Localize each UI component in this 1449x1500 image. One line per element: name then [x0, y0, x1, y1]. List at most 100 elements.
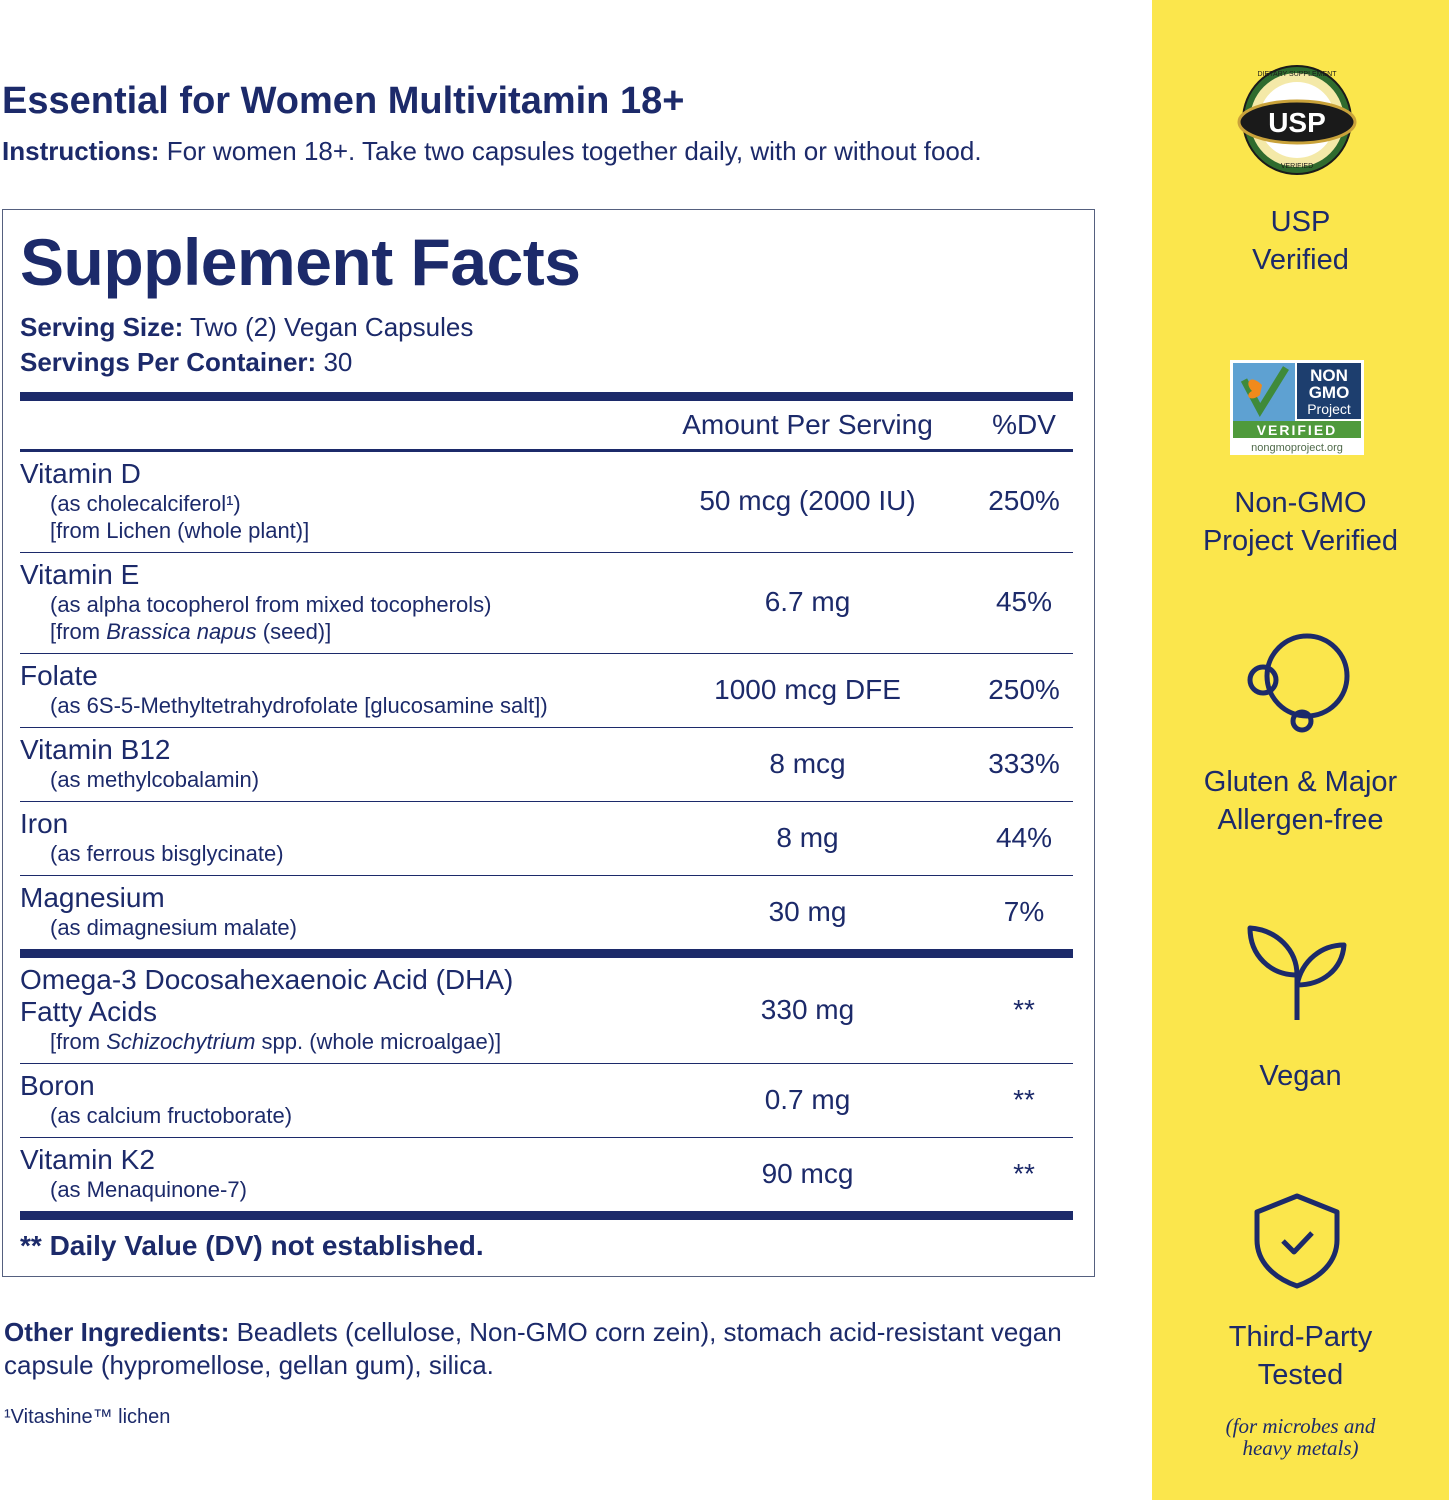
other-ingredients: Other Ingredients: Beadlets (cellulose, …	[4, 1316, 1114, 1382]
badge-label-line: Allergen-free	[1217, 804, 1384, 836]
usp-seal: DIETARY SUPPLEMENT USP VERIFIED	[1237, 65, 1357, 175]
daily-value: 250%	[988, 673, 1060, 705]
amount: 1000 mcg DFE	[714, 673, 901, 705]
nutrient-row: Vitamin K2 (as Menaquinone-7) 90 mcg **	[20, 1138, 1073, 1211]
non-gmo-logo: NON GMO Project VERIFIED nongmoproject.o…	[1230, 360, 1364, 455]
badge-note-line: heavy metals)	[1242, 1436, 1359, 1460]
facts-title: Supplement Facts	[20, 225, 581, 299]
badge-label-line: Tested	[1257, 1359, 1344, 1391]
supplement-facts: Supplement Facts Serving Size: Two (2) V…	[2, 209, 1095, 1277]
nutrient-cell: Vitamin K2 (as Menaquinone-7)	[20, 1144, 640, 1203]
nutrient-name: Boron	[20, 1070, 95, 1101]
detail-text: (as dimagnesium malate)	[50, 915, 297, 940]
detail-text: (seed)]	[256, 619, 332, 644]
detail-text: (as cholecalciferol¹)	[50, 491, 241, 516]
nutrient-detail: (as cholecalciferol¹)	[20, 490, 640, 517]
badge-label-line: Project Verified	[1202, 525, 1399, 557]
badge-icons: DIETARY SUPPLEMENT USP VERIFIED NON GMO …	[1230, 65, 1364, 1289]
instructions-text: For women 18+. Take two capsules togethe…	[166, 136, 982, 166]
nutrient-detail: [from Lichen (whole plant)]	[20, 517, 640, 544]
nutrient-row: Omega-3 Docosahexaenoic Acid (DHA) Fatty …	[20, 958, 1073, 1064]
nutrient-detail: (as ferrous bisglycinate)	[20, 840, 640, 867]
non-gmo-text: GMO	[1309, 383, 1350, 402]
detail-text: (as calcium fructoborate)	[50, 1103, 293, 1128]
badge-note-line: (for microbes and	[1225, 1414, 1376, 1438]
nutrient-cell: Vitamin E (as alpha tocopherol from mixed…	[20, 559, 640, 645]
non-gmo-text: VERIFIED	[1257, 422, 1338, 438]
detail-text: [from	[50, 619, 107, 644]
badge-note: (for microbes and heavy metals)	[1152, 1415, 1449, 1459]
nutrient-cell: Magnesium (as dimagnesium malate)	[20, 882, 640, 941]
nutrient-row: Vitamin D (as cholecalciferol¹) [from Lich…	[20, 452, 1073, 553]
allergen-icon	[1247, 633, 1350, 733]
nutrient-detail: (as alpha tocopherol from mixed tocopher…	[20, 591, 640, 618]
badge-label-line: Vegan	[1259, 1060, 1342, 1092]
note: ¹Vitashine™ lichen	[4, 1406, 171, 1428]
nutrient-name: Iron	[20, 808, 69, 839]
badge-label: USP Verified	[1152, 203, 1449, 279]
amount: 6.7 mg	[764, 586, 851, 617]
usp-ring-text: VERIFIED	[1281, 163, 1313, 170]
nutrient-name: Folate	[20, 660, 98, 691]
non-gmo-text: nongmoproject.org	[1251, 442, 1343, 454]
amount: 330 mg	[760, 993, 855, 1025]
detail-text: Schizochytrium	[106, 1029, 256, 1054]
product-title: Essential for Women Multivitamin 18+	[2, 80, 685, 122]
nutrient-detail: [from Schizochytrium spp. (whole microal…	[20, 1028, 640, 1055]
nutrient-row: Vitamin B12 (as methylcobalamin) 8 mcg 333%	[20, 728, 1073, 802]
instructions: Instructions: For women 18+. Take two ca…	[2, 136, 982, 167]
nutrient-cell: Boron (as calcium fructoborate)	[20, 1070, 640, 1129]
badge-label: Gluten & Major Allergen-free	[1152, 763, 1449, 839]
amount: 8 mcg	[769, 747, 846, 779]
daily-value: **	[1013, 1157, 1035, 1189]
badge-label-line: Verified	[1252, 244, 1349, 276]
instructions-label: Instructions:	[2, 136, 160, 166]
daily-value: 333%	[988, 747, 1060, 779]
badge-label-line: Gluten & Major	[1203, 766, 1398, 798]
daily-value: 45%	[995, 586, 1053, 617]
amount: 8 mg	[776, 821, 839, 853]
detail-text: [from	[50, 1029, 107, 1054]
nutrient-row: Iron (as ferrous bisglycinate) 8 mg 44%	[20, 802, 1073, 876]
nutrient-detail: (as calcium fructoborate)	[20, 1102, 640, 1129]
detail-text: (as ferrous bisglycinate)	[50, 841, 284, 866]
servings: Servings Per Container: 30	[20, 345, 1073, 380]
detail-text: (as alpha tocopherol from mixed tocopher…	[50, 592, 492, 617]
tested-icon	[1254, 1193, 1340, 1289]
nutrient-detail: (as dimagnesium malate)	[20, 914, 640, 941]
badge-label-line: Non-GMO	[1234, 487, 1367, 519]
nutrient-name: Omega-3 Docosahexaenoic Acid (DHA)	[20, 964, 514, 995]
detail-text: (as 6S-5-Methyltetrahydrofolate [glucosa…	[50, 693, 548, 718]
nutrient-name: Vitamin E	[20, 559, 140, 590]
non-gmo-text: NON	[1310, 366, 1348, 385]
amount: 90 mcg	[761, 1157, 854, 1189]
nutrient-row: Folate (as 6S-5-Methyltetrahydrofolate [g…	[20, 654, 1073, 728]
badges-panel: DIETARY SUPPLEMENT USP VERIFIED NON GMO …	[1152, 0, 1449, 1500]
serving-size: Serving Size: Two (2) Vegan Capsules	[20, 310, 1073, 345]
amount: 50 mcg (2000 IU)	[699, 485, 916, 516]
daily-value: **	[1013, 1083, 1035, 1115]
non-gmo-text: Project	[1307, 401, 1351, 417]
nutrient-cell: Vitamin B12 (as methylcobalamin)	[20, 734, 640, 793]
nutrient-name: Vitamin D	[20, 458, 141, 489]
badge-label-line: Third-Party	[1228, 1321, 1373, 1353]
nutrient-row: Magnesium (as dimagnesium malate) 30 mg 7%	[20, 876, 1073, 949]
badge-label: Third-Party Tested	[1152, 1318, 1449, 1394]
nutrient-row: Vitamin E (as alpha tocopherol from mixed…	[20, 553, 1073, 654]
nutrient-row: Boron (as calcium fructoborate) 0.7 mg **	[20, 1064, 1073, 1138]
nutrient-detail: [from Brassica napus (seed)]	[20, 618, 640, 645]
column-header: %DV	[992, 409, 1056, 440]
badge-label: Non-GMO Project Verified	[1152, 484, 1449, 560]
other-text: Beadlets (cellulose, Non-GMO corn zein),…	[4, 1317, 1062, 1380]
amount: 30 mg	[768, 895, 847, 927]
divider	[20, 392, 1073, 401]
nutrient-cell: Iron (as ferrous bisglycinate)	[20, 808, 640, 867]
servings-label: Servings Per Container:	[20, 347, 317, 377]
divider	[20, 1211, 1073, 1220]
badge-label-line: USP	[1270, 206, 1331, 238]
divider	[20, 949, 1073, 958]
column-header: Amount Per Serving	[682, 409, 933, 440]
detail-text: (as Menaquinone-7)	[50, 1177, 247, 1202]
daily-value: 44%	[995, 821, 1053, 853]
